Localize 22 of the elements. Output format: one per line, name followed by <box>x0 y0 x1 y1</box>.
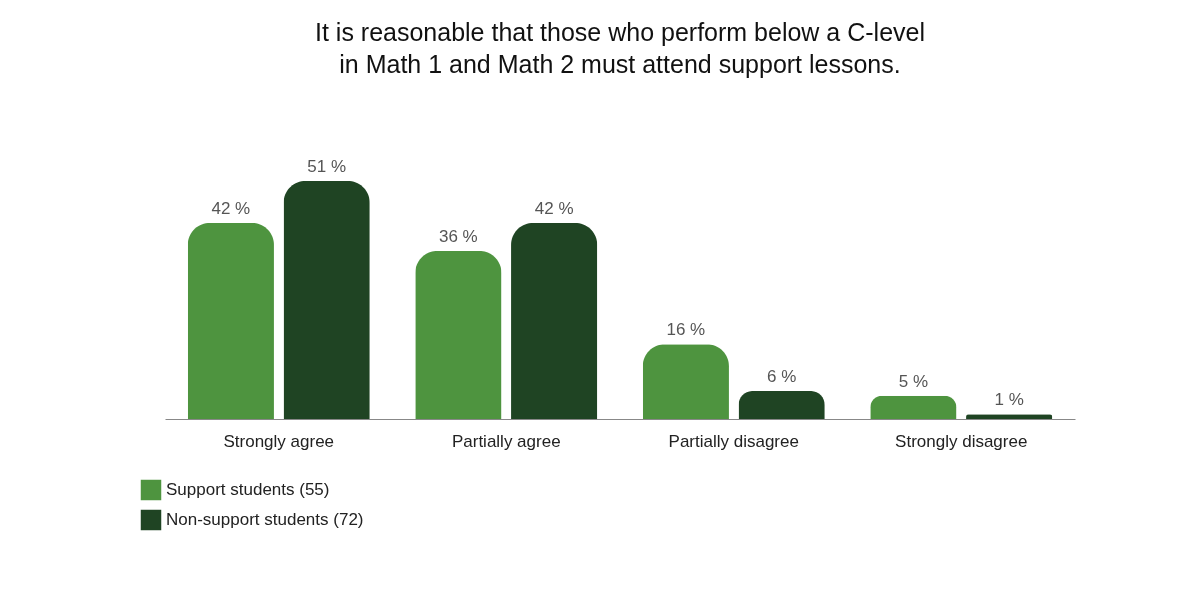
bar <box>511 222 598 419</box>
bar <box>283 180 370 419</box>
bar <box>738 390 825 419</box>
data-label: 42 % <box>211 198 251 218</box>
data-label: 51 % <box>307 156 347 176</box>
x-tick-label: Strongly agree <box>223 431 335 451</box>
data-label: 6 % <box>767 366 797 386</box>
legend-label: Support students (55) <box>166 480 330 499</box>
bar <box>642 344 729 419</box>
data-label: 16 % <box>666 320 706 340</box>
x-tick-label: Partially agree <box>451 431 561 451</box>
data-label: 5 % <box>898 371 928 391</box>
data-label: 1 % <box>994 390 1024 410</box>
chart-title: It is reasonable that those who perform below a C-level in Math 1 and Math 2 must attend support lessons. <box>314 17 926 78</box>
x-tick-label: Partially disagree <box>668 431 799 451</box>
legend-label: Non-support students (72) <box>166 510 364 529</box>
data-label: 42 % <box>534 198 574 218</box>
x-tick-label: Strongly disagree <box>895 431 1028 451</box>
bar <box>870 395 957 419</box>
bar <box>187 222 274 419</box>
bar <box>415 250 502 419</box>
data-label: 36 % <box>438 226 478 246</box>
